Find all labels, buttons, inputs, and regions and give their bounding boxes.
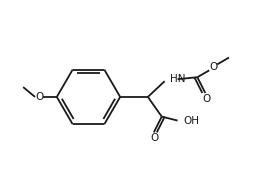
- Text: O: O: [35, 92, 43, 102]
- Text: O: O: [202, 94, 211, 104]
- Text: O: O: [209, 62, 217, 72]
- Text: OH: OH: [184, 116, 199, 125]
- Text: HN: HN: [170, 74, 185, 84]
- Text: O: O: [151, 133, 159, 143]
